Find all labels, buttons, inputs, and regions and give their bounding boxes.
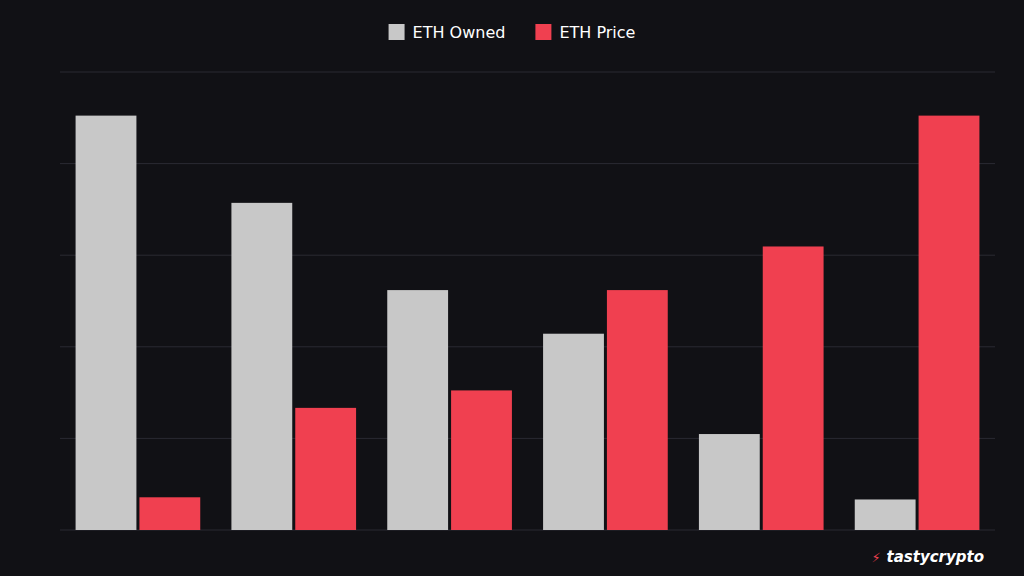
grid-line (60, 438, 995, 439)
background (0, 0, 1024, 576)
legend: ETH Owned ETH Price (389, 23, 636, 42)
bar (387, 290, 448, 530)
bar (855, 499, 916, 530)
annotation: tastycrypto (887, 548, 984, 566)
bar (231, 203, 292, 530)
bars (76, 116, 980, 530)
legend-item: ETH Price (535, 23, 635, 42)
bar (295, 408, 356, 530)
bar (139, 497, 200, 530)
annotation: ⚡ (871, 550, 880, 565)
legend-item: ETH Owned (389, 23, 506, 42)
chart: ETH Owned ETH Price tastycrypto ⚡ (0, 0, 1024, 576)
legend-label: ETH Owned (413, 23, 506, 42)
bar (543, 334, 604, 530)
grid-line (60, 72, 995, 73)
legend-swatch (389, 24, 405, 40)
bar (699, 434, 760, 530)
grid-line (60, 346, 995, 347)
grid (60, 72, 995, 530)
bar (451, 390, 512, 530)
legend-label: ETH Price (559, 23, 635, 42)
legend-swatch (535, 24, 551, 40)
annotations: tastycrypto ⚡ (871, 548, 984, 566)
bar (919, 116, 980, 530)
bar (763, 246, 824, 530)
bar (607, 290, 668, 530)
bar (76, 116, 137, 530)
grid-line (60, 255, 995, 256)
grid-line (60, 163, 995, 164)
